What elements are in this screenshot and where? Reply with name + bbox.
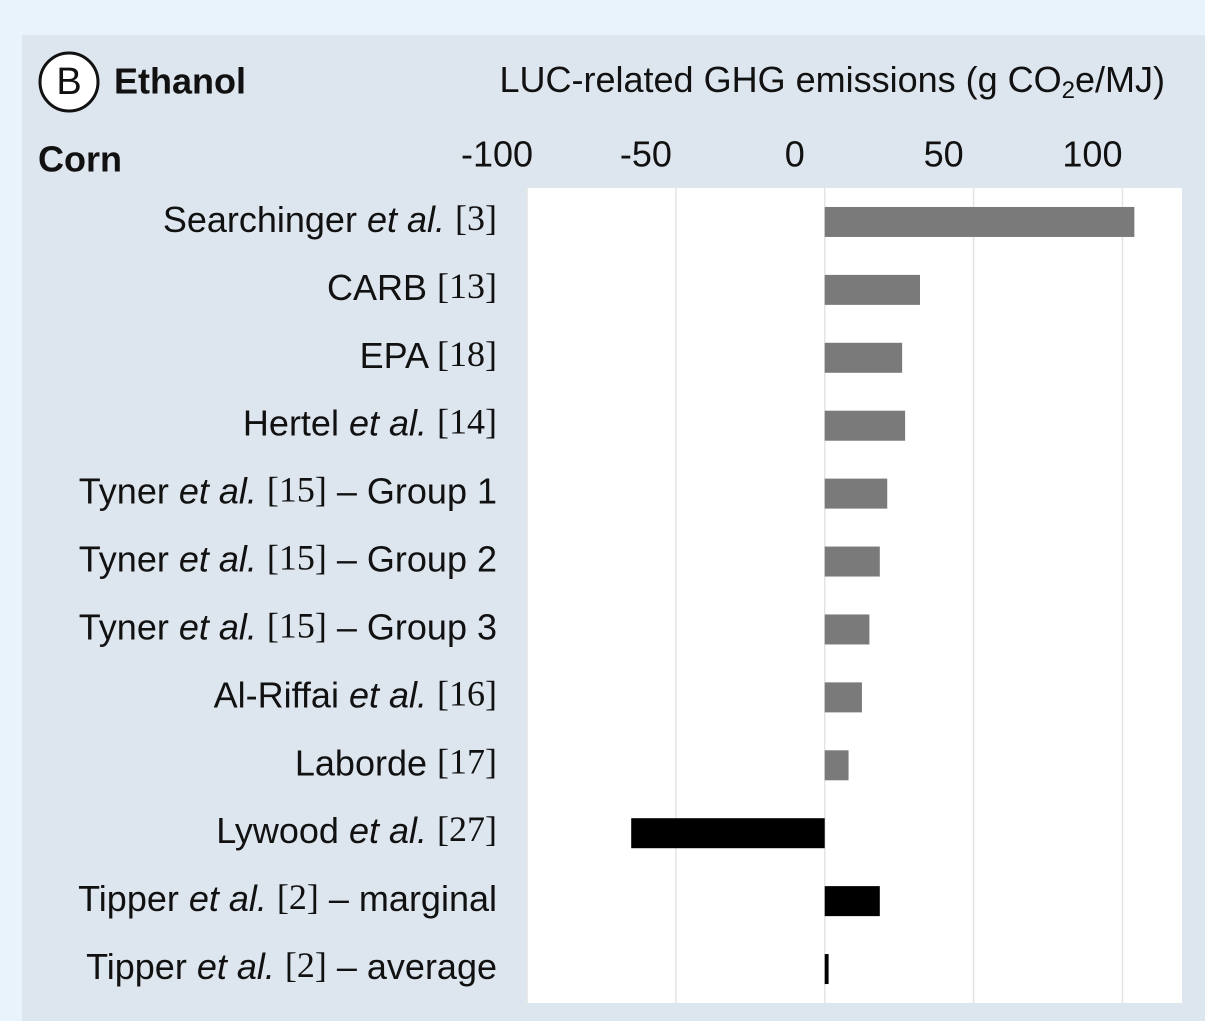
bar [824, 274, 920, 305]
bar [824, 954, 829, 985]
y-tick-label: Tipper et al. [2] – average [86, 945, 497, 986]
y-tick-label: Hertel et al. [14] [243, 402, 497, 443]
y-tick-label: CARB [13] [327, 266, 497, 307]
bar [824, 478, 888, 509]
y-tick-label: Tyner et al. [15] – Group 1 [79, 470, 497, 511]
y-tick-label: Searchinger et al. [3] [163, 198, 497, 239]
bar [824, 546, 880, 577]
y-tick-label: EPA [18] [360, 334, 497, 375]
bar [824, 886, 880, 917]
y-tick-label: Al-Riffai et al. [16] [214, 674, 497, 715]
x-tick-label: -50 [620, 134, 672, 175]
panel-label: B [56, 61, 81, 103]
bar [824, 410, 906, 441]
bar [824, 750, 849, 781]
bar [631, 818, 825, 849]
bar [824, 342, 903, 373]
x-tick-label: 0 [785, 134, 805, 175]
x-tick-label: 100 [1062, 134, 1122, 175]
bar [824, 614, 870, 645]
y-tick-label: Lywood et al. [27] [216, 809, 497, 850]
axis-title: LUC-related GHG emissions (g CO2e/MJ) [499, 59, 1165, 105]
x-tick-label: 50 [924, 134, 964, 175]
y-tick-label: Tyner et al. [15] – Group 3 [79, 606, 497, 647]
chart-title: Ethanol [114, 61, 246, 102]
chart-subtitle: Corn [38, 139, 122, 180]
x-tick-label: -100 [461, 134, 533, 175]
plot-area [527, 188, 1182, 1003]
y-tick-label: Tipper et al. [2] – marginal [78, 877, 497, 918]
y-tick-label: Laborde [17] [295, 742, 497, 783]
bar [824, 206, 1135, 237]
bar [824, 682, 862, 713]
y-tick-label: Tyner et al. [15] – Group 2 [79, 538, 497, 579]
panel-badge [38, 51, 100, 113]
